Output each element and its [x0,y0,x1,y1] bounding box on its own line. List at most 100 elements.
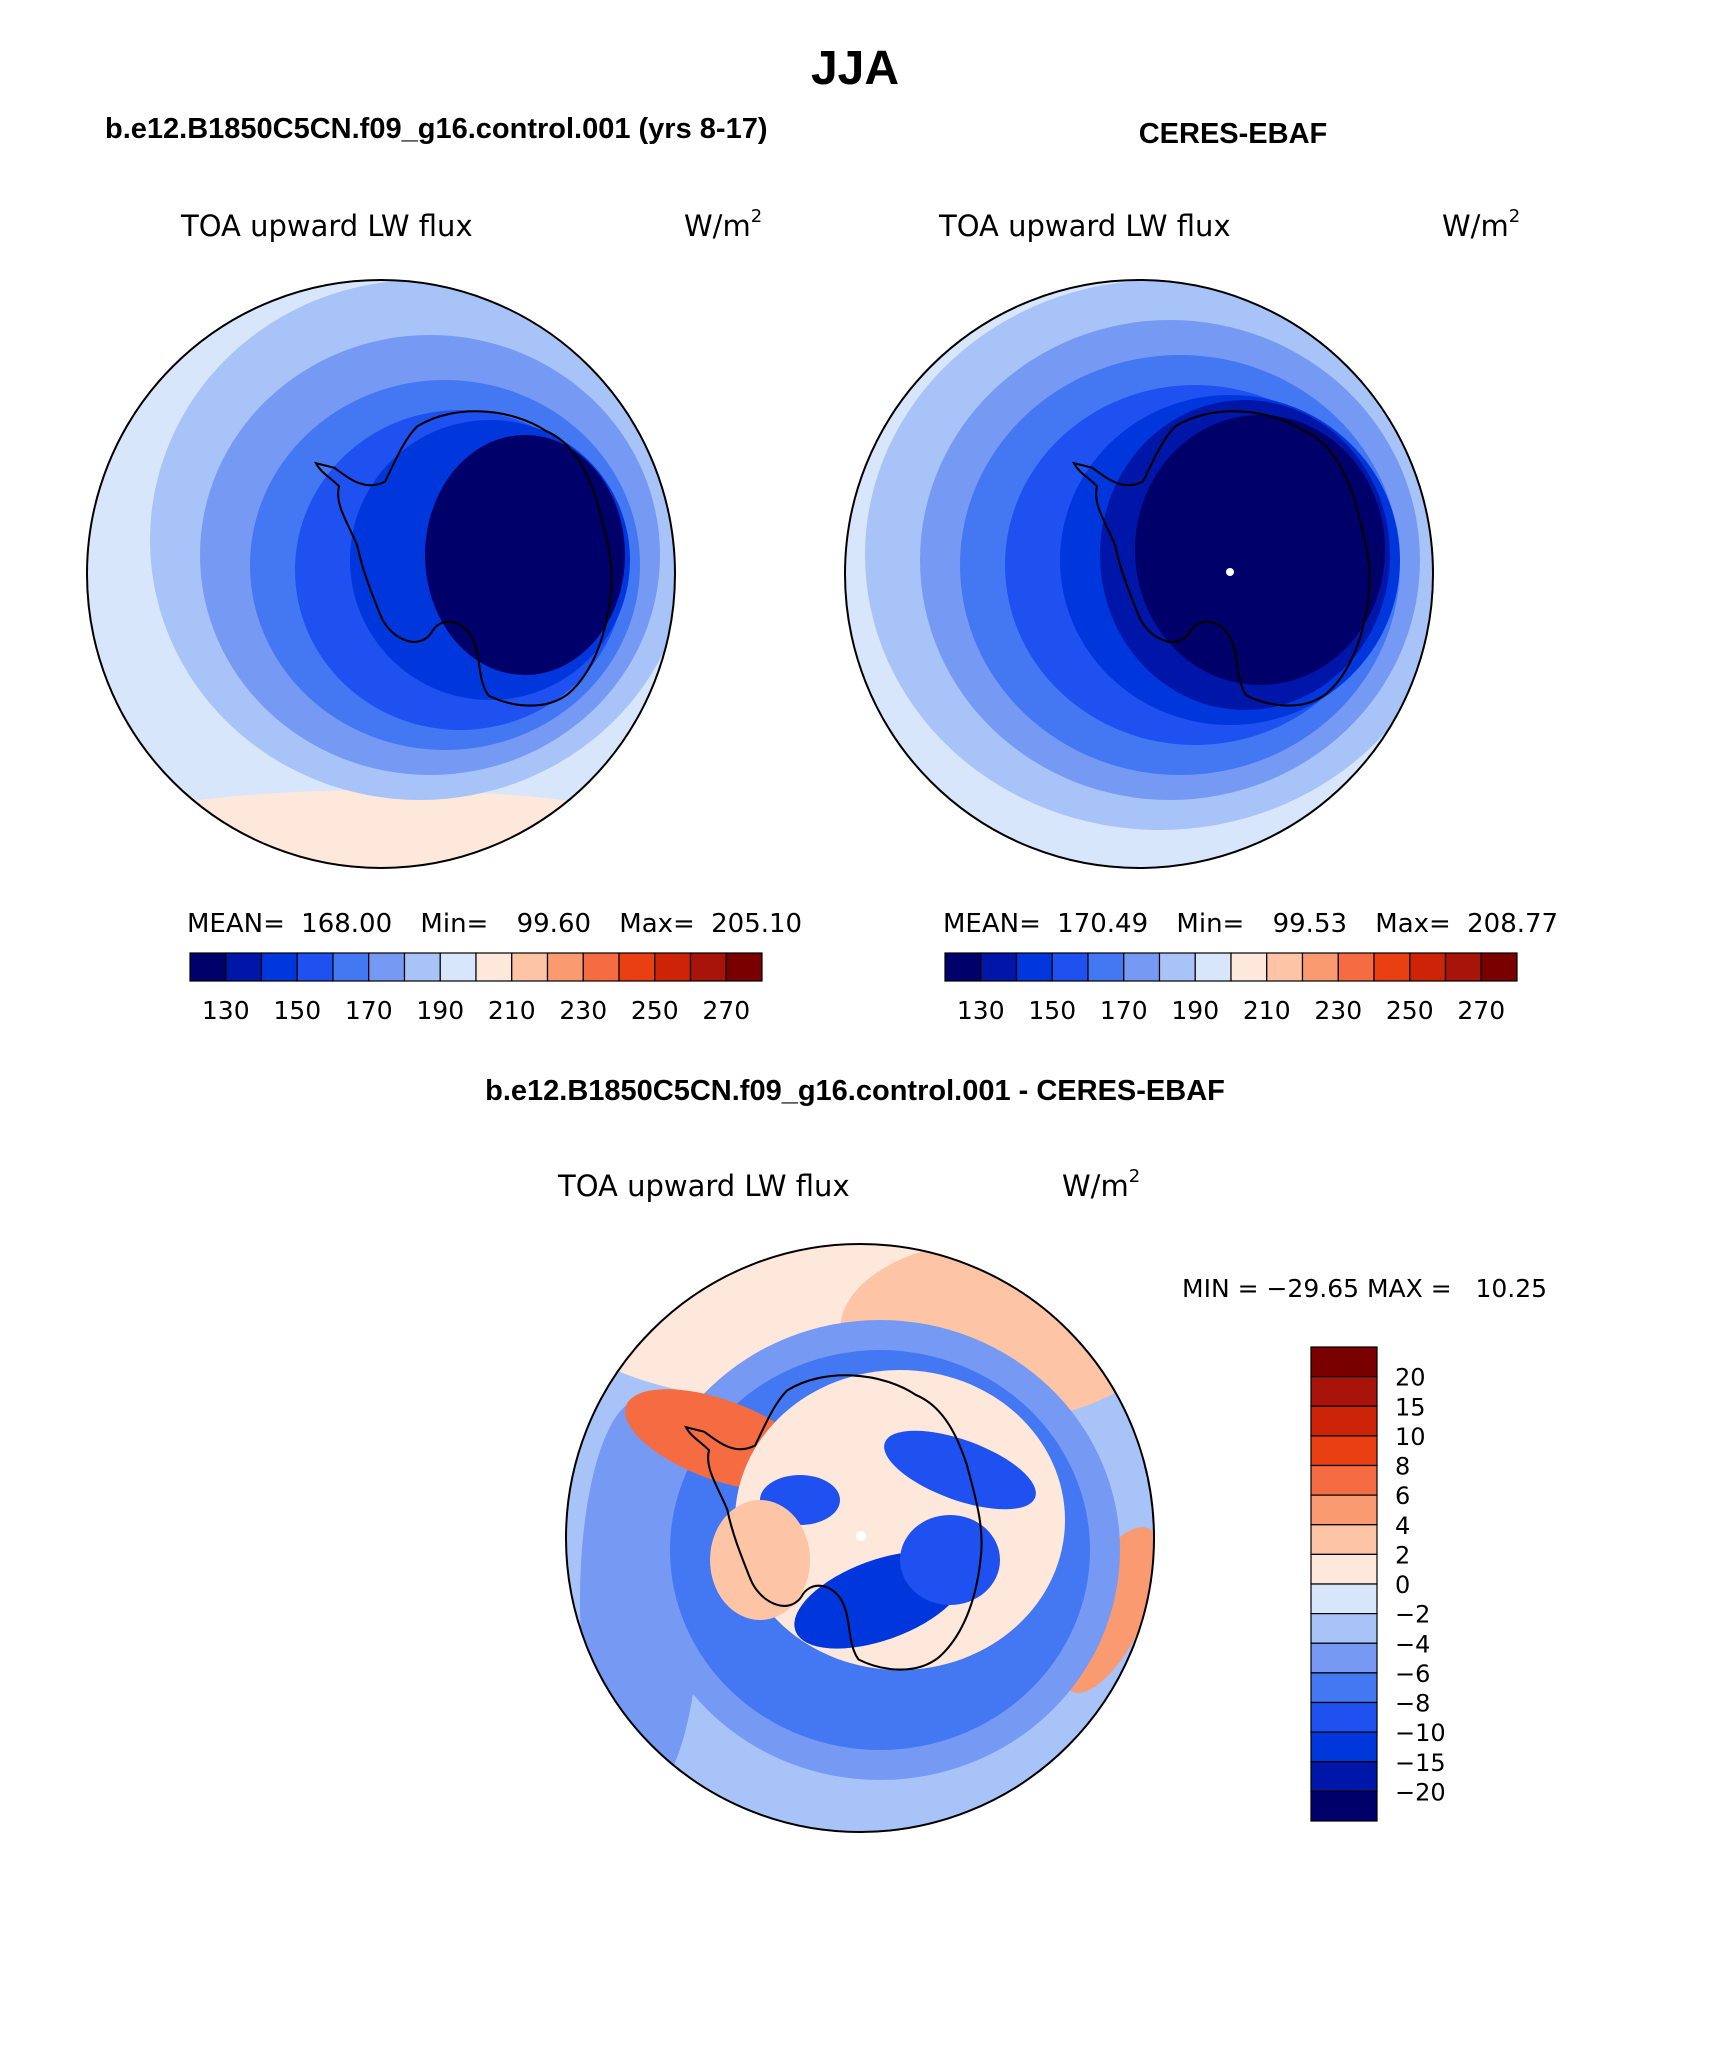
panel-obs-colorbar-tick-label: 230 [1314,996,1362,1025]
panel-diff-colorbar-tick-label: −2 [1395,1601,1430,1629]
panel-model-colorbar-swatch [689,952,727,982]
panel-obs-colorbar-swatch [1051,952,1089,982]
panel-diff-heading: b.e12.B1850C5CN.f09_g16.control.001 - CE… [485,1075,1225,1107]
panel-diff-colorbar-tick-label: −20 [1395,1778,1446,1806]
panel-obs-colorbar-tick-label: 210 [1243,996,1291,1025]
panel-model-colorbar-swatch [582,952,620,982]
panel-model-colorbar-tick-label: 270 [702,996,750,1025]
panel-obs-colorbar-swatch [1480,952,1518,982]
panel-diff-colorbar-tick-label: −15 [1395,1749,1446,1777]
panel-diff-minmax: MIN = −29.65 MAX = 10.25 [1182,1274,1547,1303]
panel-diff-colorbar-tick-label: 6 [1395,1482,1410,1510]
panel-diff-colorbar-swatch [1310,1494,1378,1526]
panel-diff-colorbar-swatch [1310,1613,1378,1644]
panel-model-colorbar-tick-label: 150 [273,996,321,1025]
panel-diff-colorbar-tick-label: 0 [1395,1571,1410,1599]
panel-model-colorbar-swatch [296,952,334,982]
panel-diff-colorbar-swatch [1310,1731,1378,1763]
panel-diff-colorbar-swatch [1310,1435,1378,1467]
panel-diff-colorbar-swatch [1310,1346,1378,1378]
panel-diff-colorbar-tick-label: −6 [1395,1660,1430,1688]
panel-model-variable-label: TOA upward LW flux [180,209,473,243]
panel-diff-colorbar-swatch [1310,1642,1378,1674]
panel-diff-colorbar-swatch [1310,1761,1378,1792]
panel-obs-colorbar-tick-label: 250 [1386,996,1434,1025]
panel-model-heading: b.e12.B1850C5CN.f09_g16.control.001 (yrs… [105,113,767,145]
panel-model-colorbar-swatch [546,952,584,982]
panel-obs-stats: MEAN= 170.49 Min= 99.53 Max= 208.77 [943,909,1558,939]
panel-model-colorbar-swatch [189,952,227,982]
panel-diff-colorbar-tick-label: 15 [1395,1393,1426,1421]
panel-model-colorbar-swatch [332,952,370,982]
panel-diff-colorbar-swatch [1310,1790,1378,1822]
panel-obs-colorbar-swatch [1230,952,1268,982]
panel-obs-colorbar-tick-label: 130 [957,996,1005,1025]
panel-model-colorbar-tick-label: 170 [345,996,393,1025]
panel-model-colorbar-swatch [618,952,656,982]
panel-obs-colorbar-ticks: 130 150 170 190 210 230 250 270 [957,996,1505,1025]
panel-model-stats: MEAN= 168.00 Min= 99.60 Max= 205.10 [187,909,802,939]
panel-model-colorbar-swatch [439,952,477,982]
panel-obs: CERES-EBAF TOA upward LW flux W/m2 MEAN=… [844,118,1558,1025]
panel-diff-colorbar-swatch [1310,1524,1378,1555]
panel-obs-colorbar-swatch [1373,952,1411,982]
panel-diff-colorbar-tick-label: 10 [1395,1423,1426,1451]
panel-diff-map-border [565,1243,1155,1833]
panel-obs-colorbar [944,952,1518,982]
panel-obs-colorbar-tick-label: 270 [1457,996,1505,1025]
panel-model-colorbar-swatch [403,952,441,982]
panel-diff-map [566,1244,1154,1832]
panel-model-colorbar-tick-label: 210 [488,996,536,1025]
panel-obs-map [845,280,1433,868]
panel-model-colorbar-swatch [260,952,298,982]
panel-model-colorbar-swatch [725,952,763,982]
figure-title: JJA [811,42,899,95]
panel-diff-colorbar-tick-label: 2 [1395,1541,1410,1569]
panel-diff-colorbar-swatch [1310,1464,1378,1496]
panel-diff-colorbar-swatch [1310,1701,1378,1733]
panel-model-colorbar-tick-label: 230 [559,996,607,1025]
panel-diff-colorbar [1310,1346,1378,1822]
panel-diff-colorbar-tick-label: 4 [1395,1512,1410,1540]
panel-diff-colorbar-tick-label: 8 [1395,1453,1410,1481]
panel-model-colorbar-tick-label: 250 [631,996,679,1025]
panel-diff: b.e12.B1850C5CN.f09_g16.control.001 - CE… [485,1075,1547,1833]
panel-obs-colorbar-tick-label: 150 [1028,996,1076,1025]
panel-model-map [87,280,675,868]
panel-model-units: W/m2 [684,206,762,243]
panel-obs-units: W/m2 [1442,206,1520,243]
panel-diff-colorbar-swatch [1310,1405,1378,1437]
panel-diff-colorbar-swatch [1310,1672,1378,1704]
panel-diff-colorbar-tick-label: 20 [1395,1364,1426,1392]
panel-obs-colorbar-tick-label: 190 [1171,996,1219,1025]
panel-model-colorbar [189,952,763,982]
panel-model-map-border [86,279,676,869]
panel-model-colorbar-ticks: 130 150 170 190 210 230 250 270 [202,996,750,1025]
panel-obs-colorbar-swatch [1409,952,1447,982]
panel-diff-colorbar-swatch [1310,1553,1378,1585]
south-pole-marker [856,1531,866,1541]
panel-obs-heading: CERES-EBAF [1139,118,1328,150]
panel-obs-colorbar-swatch [1301,952,1339,982]
panel-diff-colorbar-tick-label: −8 [1395,1690,1430,1718]
panel-obs-variable-label: TOA upward LW flux [938,209,1231,243]
panel-diff-colorbar-swatch [1310,1376,1378,1407]
panel-obs-colorbar-swatch [1015,952,1053,982]
panel-model: b.e12.B1850C5CN.f09_g16.control.001 (yrs… [86,113,802,1025]
panel-obs-map-border [844,279,1434,869]
panel-model-colorbar-swatch [654,952,692,982]
panel-diff-variable-label: TOA upward LW flux [557,1169,850,1203]
panel-diff-units: W/m2 [1062,1166,1140,1203]
panel-obs-colorbar-swatch [944,952,982,982]
panel-obs-colorbar-swatch [1444,952,1482,982]
panel-diff-colorbar-swatch [1310,1583,1378,1615]
panel-model-colorbar-tick-label: 130 [202,996,250,1025]
panel-model-colorbar-swatch [368,952,406,982]
panel-obs-colorbar-swatch [1123,952,1161,982]
panel-diff-colorbar-tick-label: −10 [1395,1719,1446,1747]
panel-diff-colorbar-tick-label: −4 [1395,1630,1430,1658]
panel-obs-colorbar-swatch [1194,952,1232,982]
panel-obs-colorbar-swatch [1087,952,1125,982]
